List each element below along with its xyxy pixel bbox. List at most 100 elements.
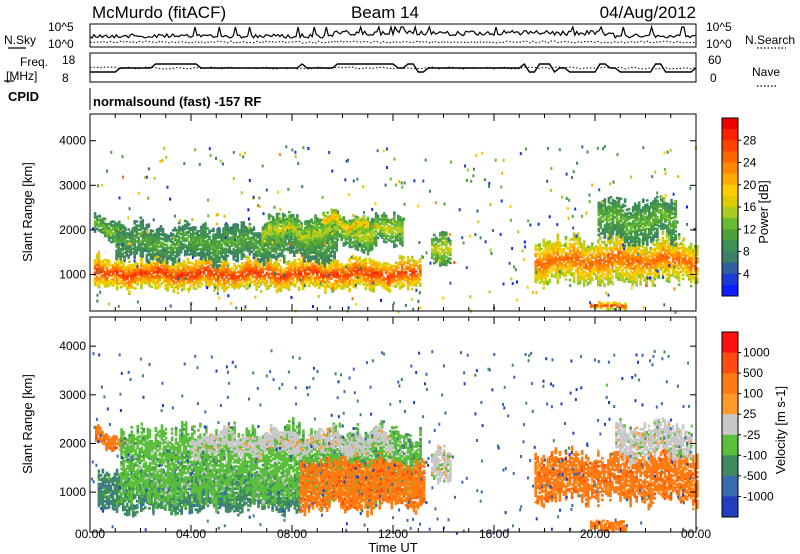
heatmap-cell	[362, 273, 365, 276]
heatmap-cell	[115, 229, 118, 232]
heatmap-cell	[170, 275, 174, 278]
heatmap-cell	[225, 276, 228, 279]
heatmap-cell	[95, 267, 99, 271]
heatmap-cell	[181, 243, 185, 246]
heatmap-cell	[350, 268, 353, 271]
heatmap-cell	[338, 276, 341, 279]
heatmap-cell	[125, 248, 128, 251]
heatmap-cell	[352, 283, 355, 286]
heatmap-cell	[139, 252, 143, 256]
heatmap-cell	[109, 228, 113, 232]
heatmap-cell	[237, 274, 240, 278]
heatmap-cell	[107, 282, 111, 285]
heatmap-cell	[149, 257, 153, 260]
heatmap-cell	[192, 242, 195, 245]
heatmap-cell	[188, 277, 192, 281]
heatmap-cell	[139, 254, 143, 258]
heatmap-cell	[134, 279, 137, 282]
heatmap-cell	[390, 280, 394, 284]
heatmap-cell	[293, 272, 297, 276]
heatmap-cell	[206, 273, 210, 277]
heatmap-cell	[156, 274, 159, 278]
heatmap-cell	[145, 257, 149, 261]
heatmap-cell	[151, 237, 155, 241]
heatmap-cell	[149, 239, 153, 242]
heatmap-cell	[388, 280, 392, 283]
heatmap-cell	[135, 252, 139, 255]
freq-trace	[90, 62, 697, 74]
heatmap-cell	[273, 281, 277, 285]
heatmap-cell	[99, 278, 103, 282]
heatmap-cell	[159, 229, 163, 232]
heatmap-cell	[362, 263, 365, 266]
heatmap-cell	[163, 253, 167, 256]
heatmap-cell	[200, 253, 203, 257]
heatmap-cell	[109, 282, 113, 285]
heatmap-cell	[97, 261, 101, 265]
heatmap-cell	[352, 285, 355, 288]
heatmap-cell	[123, 251, 126, 254]
heatmap-cell	[412, 279, 416, 283]
heatmap-cell	[259, 275, 262, 278]
heatmap-cell	[107, 226, 111, 230]
heatmap-cell	[392, 272, 396, 276]
heatmap-cell	[196, 230, 199, 233]
heatmap-cell	[271, 271, 275, 275]
heatmap-cell	[277, 277, 281, 280]
heatmap-cell	[237, 270, 240, 274]
heatmap-cell	[326, 277, 329, 280]
heatmap-cell	[415, 278, 418, 281]
heatmap-cell	[261, 270, 264, 274]
heatmap-cell	[376, 265, 380, 268]
heatmap-cell	[285, 282, 289, 286]
heatmap-cell	[285, 260, 289, 264]
heatmap-cell	[358, 282, 361, 286]
heatmap-cell	[263, 275, 267, 279]
heatmap-cell	[372, 271, 376, 275]
heatmap-cell	[93, 265, 97, 268]
heatmap-cell	[309, 263, 313, 266]
heatmap-cell	[142, 275, 145, 278]
heatmap-cell	[352, 269, 355, 272]
heatmap-cell	[364, 267, 368, 271]
heatmap-cell	[127, 232, 130, 235]
heatmap-cell	[126, 273, 129, 277]
heatmap-cell	[133, 228, 136, 231]
heatmap-cell	[249, 277, 252, 281]
heatmap-cell	[177, 229, 181, 233]
heatmap-cell	[279, 269, 283, 273]
heatmap-cell	[137, 228, 141, 232]
heatmap-cell	[173, 256, 177, 260]
heatmap-cell	[93, 281, 97, 284]
heatmap-cell	[322, 278, 325, 281]
heatmap-cell	[93, 220, 97, 223]
heatmap-cell	[237, 284, 240, 288]
heatmap-cell	[177, 231, 181, 235]
heatmap-cell	[412, 263, 416, 267]
heatmap-cell	[255, 268, 258, 271]
heatmap-cell	[107, 270, 111, 273]
heatmap-cell	[147, 251, 151, 254]
heatmap-cell	[118, 282, 121, 285]
heatmap-cell	[305, 262, 309, 265]
heatmap-cell	[372, 273, 376, 277]
heatmap-cell	[297, 278, 301, 281]
heatmap-cell	[267, 274, 271, 278]
heatmap-cell	[277, 287, 281, 290]
heatmap-cell	[130, 273, 133, 277]
heatmap-cell	[412, 259, 416, 263]
heatmap-cell	[271, 263, 275, 267]
heatmap-cell	[384, 261, 388, 265]
heatmap-cell	[156, 264, 159, 268]
heatmap-cell	[206, 261, 210, 265]
heatmap-cell	[175, 239, 179, 242]
heatmap-cell	[241, 269, 244, 273]
heatmap-cell	[123, 243, 126, 246]
heatmap-cell	[314, 276, 317, 280]
heatmap-cell	[148, 270, 151, 273]
heatmap-cell	[415, 262, 418, 265]
heatmap-cell	[143, 245, 147, 248]
heatmap-cell	[408, 277, 412, 281]
heatmap-cell	[237, 276, 240, 280]
heatmap-cell	[157, 249, 161, 253]
